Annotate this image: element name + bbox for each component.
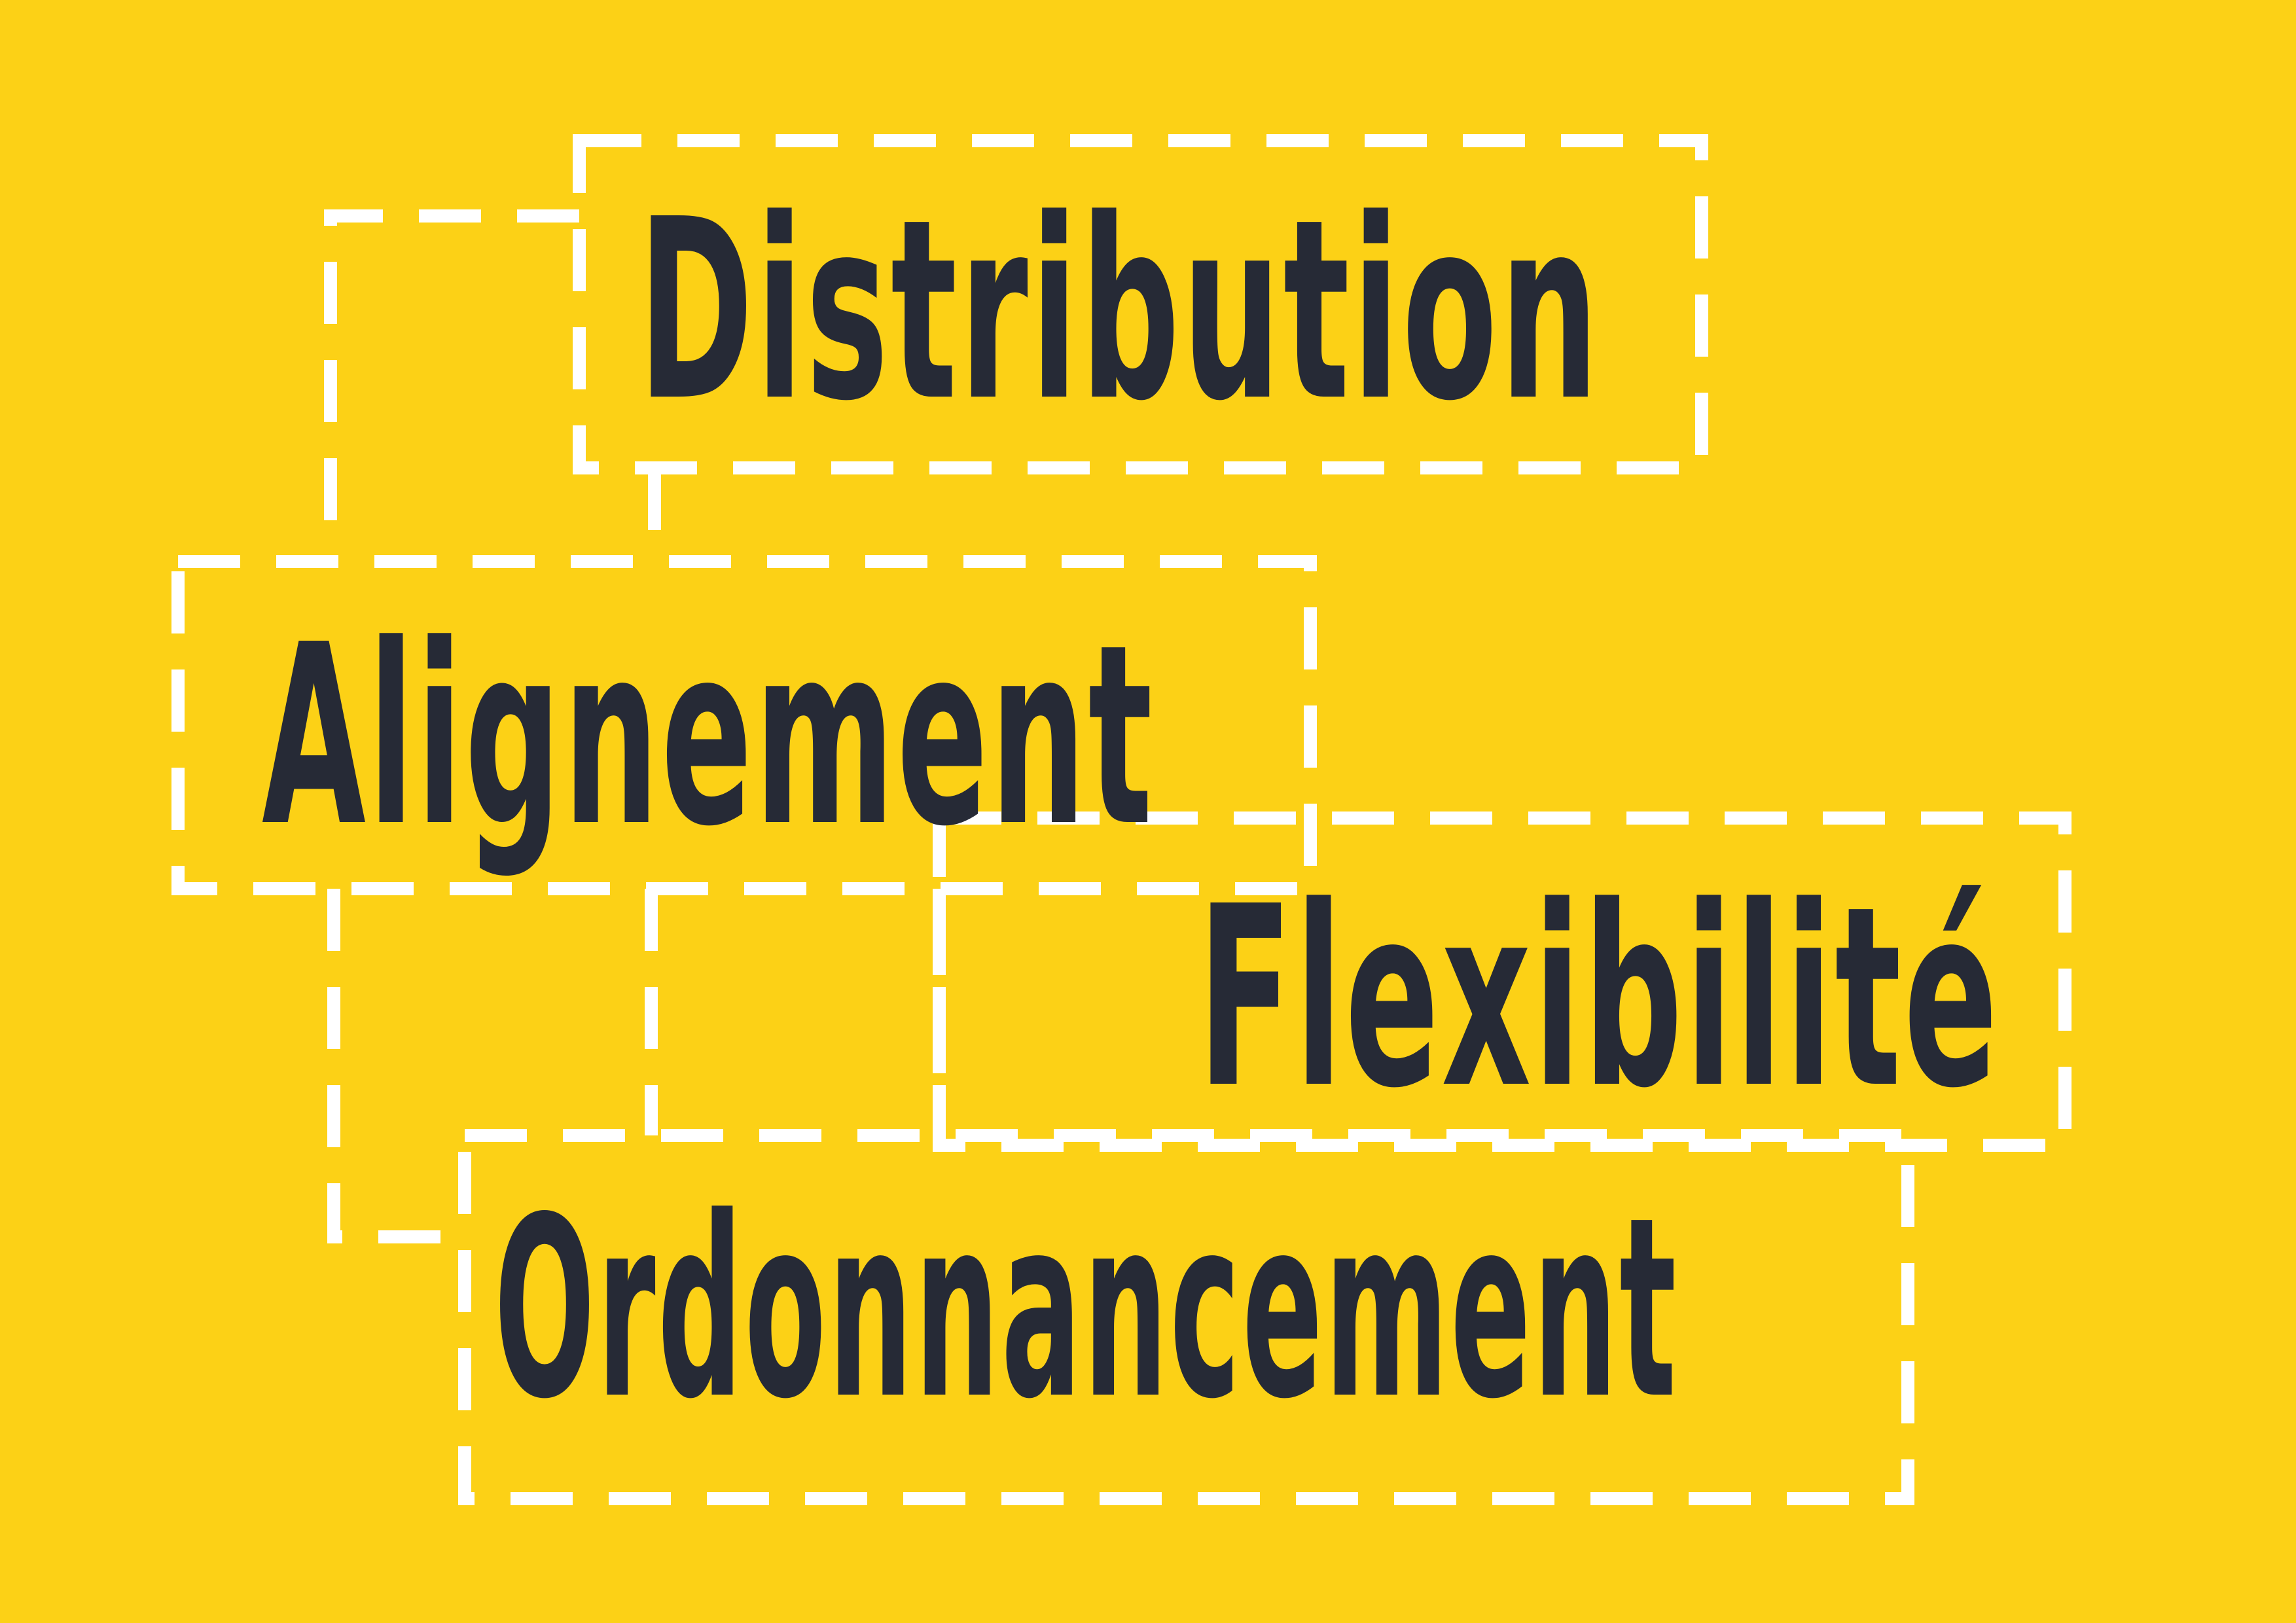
connector-alignement-ordonnancement (327, 889, 465, 1243)
connector-distribution-alignement (324, 209, 579, 562)
frame-flexibilite (933, 812, 2072, 1152)
label-ordonnancement: Ordonnancement (494, 1164, 1679, 1454)
label-distribution: Distribution (638, 166, 1602, 455)
frame-distribution (573, 134, 1708, 474)
frame-ordonnancement (458, 1129, 1914, 1505)
label-alignement: Alignement (262, 591, 1155, 881)
frame-alignement (171, 555, 1317, 895)
label-flexibilite: Flexibilité (1198, 853, 2001, 1143)
